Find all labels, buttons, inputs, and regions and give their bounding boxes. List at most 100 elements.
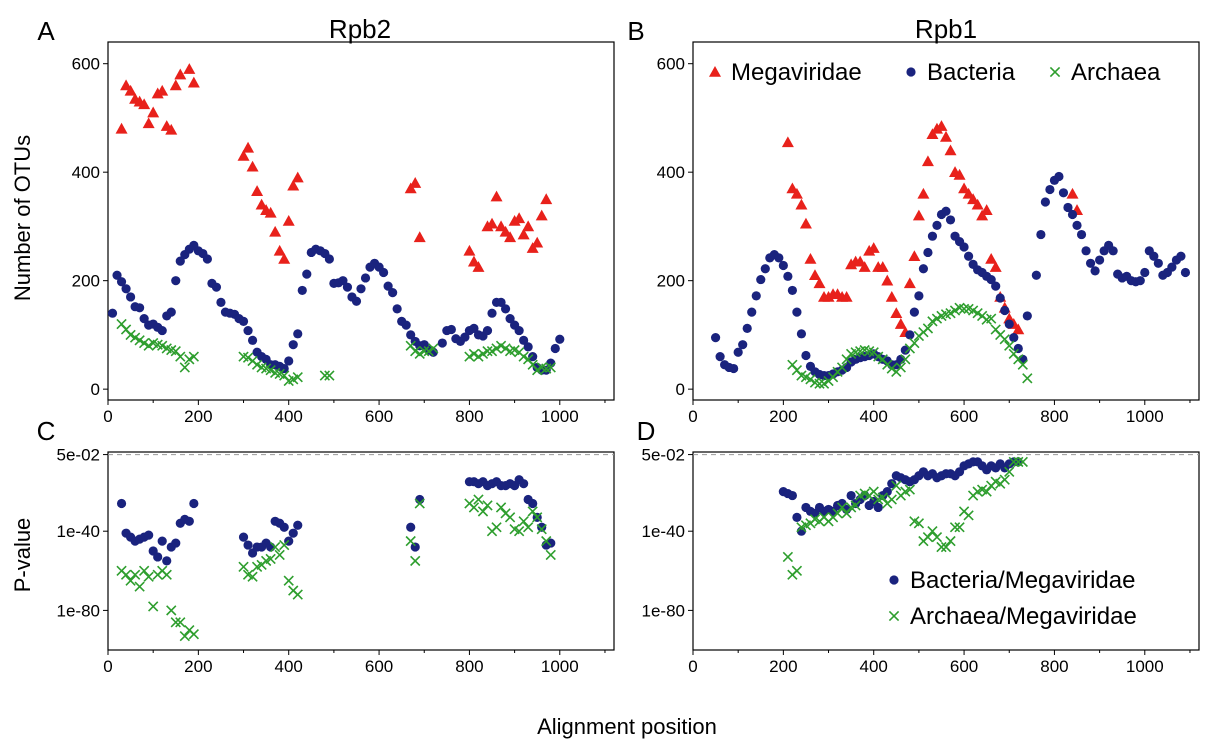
y-tick-label: 5e-02 <box>642 446 685 465</box>
archaea-megaviridae-point <box>945 535 956 547</box>
archaea-megaviridae-point <box>832 508 843 519</box>
megaviridae-point <box>917 187 930 199</box>
y-axis-title-otus: Number of OTUs <box>10 135 35 301</box>
archaea-megaviridae-point <box>1008 456 1019 468</box>
plot-frame <box>692 41 1200 401</box>
megaviridae-point <box>958 182 971 194</box>
archaea-megaviridae-point <box>513 526 525 537</box>
megaviridae-point <box>840 290 853 302</box>
archaea-megaviridae-point <box>134 581 145 592</box>
bacteria-megaviridae-point <box>873 502 883 513</box>
bacteria-point <box>112 270 122 280</box>
bacteria-point <box>729 363 739 374</box>
archaea-point <box>188 351 200 362</box>
megaviridae-point <box>781 136 794 148</box>
megaviridae-point <box>1066 187 1079 199</box>
bacteria-point <box>756 274 766 285</box>
megaviridae-point <box>273 244 286 256</box>
bacteria-point <box>1009 333 1019 343</box>
y-tick-label: 0 <box>676 380 685 399</box>
archaea-point <box>179 362 190 373</box>
archaea-point <box>986 313 997 324</box>
archaea-megaviridae-point <box>791 565 803 576</box>
megaviridae-point <box>115 122 128 134</box>
legend-label: Archaea <box>1071 59 1161 86</box>
bacteria-point <box>783 271 793 281</box>
archaea-megaviridae-point <box>125 575 136 586</box>
archaea-point <box>805 374 816 385</box>
bacteria-point <box>482 325 493 336</box>
bacteria-point <box>796 329 807 339</box>
megaviridae-point <box>237 149 250 161</box>
archaea-megaviridae-point <box>936 541 947 553</box>
archaea-megaviridae-point <box>179 630 190 642</box>
bacteria-point <box>742 323 752 333</box>
bacteria-megaviridae-point <box>157 536 167 546</box>
y-tick-label: 1e-40 <box>57 522 100 541</box>
bacteria-point <box>171 276 181 286</box>
megaviridae-point <box>120 79 133 91</box>
bacteria-megaviridae-point <box>882 487 892 497</box>
megaviridae-point <box>147 106 160 118</box>
megaviridae-point <box>1012 323 1025 335</box>
bacteria-point <box>1067 209 1078 220</box>
archaea-point <box>1022 373 1033 384</box>
megaviridae-point <box>242 141 255 153</box>
x-tick-label: 200 <box>184 657 212 676</box>
x-tick-label: 400 <box>275 657 303 676</box>
megaviridae-point <box>291 171 304 183</box>
megaviridae-point <box>183 63 196 74</box>
archaea-megaviridae-point <box>170 617 181 628</box>
bacteria-point <box>1022 311 1032 321</box>
bacteria-point <box>927 231 938 241</box>
archaea-megaviridae-point <box>999 474 1010 485</box>
megaviridae-point <box>409 177 422 188</box>
archaea-megaviridae-point <box>161 569 172 580</box>
bacteria-point <box>900 345 910 355</box>
archaea-megaviridae-point <box>491 522 502 533</box>
archaea-megaviridae-point <box>1004 466 1015 477</box>
archaea-megaviridae-point <box>922 531 934 543</box>
megaviridae-point <box>808 269 821 281</box>
bacteria-point <box>523 342 533 352</box>
bacteria-point <box>505 314 515 324</box>
megaviridae-point <box>174 68 187 80</box>
megaviridae-point <box>967 193 980 205</box>
archaea-megaviridae-point <box>129 569 141 580</box>
panel-letter-b: B <box>627 16 644 46</box>
archaea-megaviridae-point <box>522 522 534 533</box>
bacteria-point <box>401 320 411 330</box>
x-tick-label: 600 <box>365 657 393 676</box>
megaviridae-point <box>881 274 894 286</box>
x-tick-label: 1000 <box>541 657 579 676</box>
megaviridae-point <box>980 204 993 215</box>
bacteria-megaviridae-point <box>184 516 194 526</box>
legend-label: Megaviridae <box>731 59 862 86</box>
x-tick-label: 0 <box>688 657 697 676</box>
bacteria-point <box>360 273 371 283</box>
archaea-megaviridae-point <box>949 522 961 533</box>
x-tick-label: 600 <box>950 657 978 676</box>
x-tick-label: 600 <box>950 407 978 426</box>
bacteria-point <box>1140 267 1150 278</box>
megaviridae-point <box>962 187 975 199</box>
bacteria-point <box>121 284 131 294</box>
archaea-megaviridae-point <box>138 565 150 576</box>
y-tick-label: 1e-40 <box>642 522 685 541</box>
archaea-megaviridae-point <box>477 506 489 517</box>
archaea-point <box>814 378 825 389</box>
archaea-megaviridae-point <box>166 605 177 616</box>
megaviridae-point <box>885 290 898 302</box>
bacteria-point <box>116 277 127 287</box>
megaviridae-point <box>278 252 291 264</box>
x-tick-label: 600 <box>365 407 393 426</box>
bacteria-point <box>135 303 145 313</box>
megaviridae-point <box>813 277 826 289</box>
megaviridae-point <box>976 209 989 221</box>
bacteria-point <box>216 297 226 307</box>
y-tick-label: 600 <box>657 55 685 74</box>
archaea-point <box>319 370 331 381</box>
megaviridae-point <box>930 122 943 134</box>
bacteria-point <box>923 247 933 258</box>
x-tick-label: 200 <box>769 407 797 426</box>
